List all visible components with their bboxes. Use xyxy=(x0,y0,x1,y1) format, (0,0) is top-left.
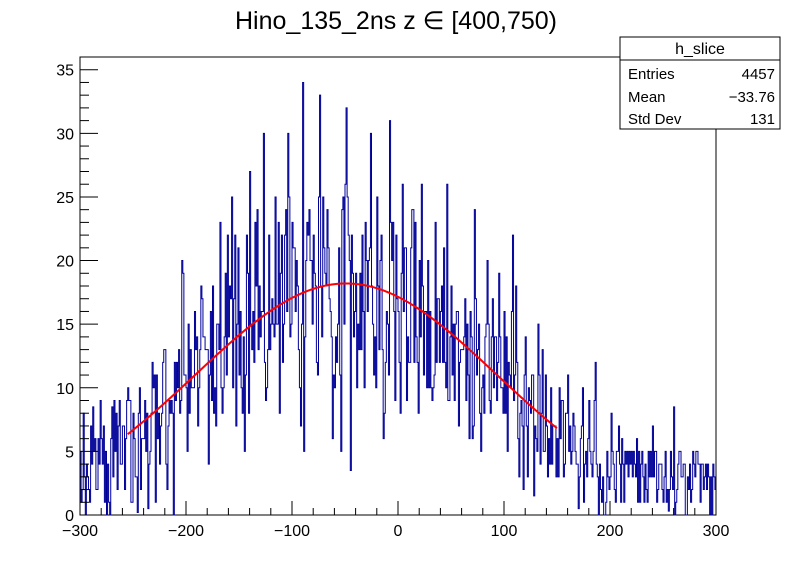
y-tick-label: 0 xyxy=(65,508,74,525)
stats-stddev-value: 131 xyxy=(750,111,775,128)
x-tick-label: −300 xyxy=(62,523,98,540)
fit-curve xyxy=(127,282,558,435)
stats-box-title: h_slice xyxy=(675,41,725,58)
x-tick-label: 200 xyxy=(597,523,624,540)
x-axis: −300 −200 −100 0 100 200 300 xyxy=(62,501,729,540)
chart-title: Hino_135_2ns z ∈ [400,750) xyxy=(235,7,557,35)
x-tick-label: 300 xyxy=(703,523,730,540)
x-tick-label: 100 xyxy=(491,523,518,540)
y-tick-label: 15 xyxy=(56,317,74,334)
y-tick-label: 10 xyxy=(56,381,74,398)
y-tick-label: 35 xyxy=(56,63,74,80)
stats-mean-label: Mean xyxy=(628,89,666,106)
stats-box-frame xyxy=(619,36,781,130)
y-tick-label: 5 xyxy=(65,444,74,461)
x-tick-label: −100 xyxy=(274,523,310,540)
histogram-line xyxy=(80,81,716,516)
y-tick-label: 30 xyxy=(56,126,74,143)
stats-entries-value: 4457 xyxy=(742,66,775,83)
x-tick-label: −200 xyxy=(168,523,204,540)
y-axis: 0 5 10 15 20 25 30 35 xyxy=(56,56,98,525)
x-tick-label: 0 xyxy=(394,523,403,540)
y-tick-label: 20 xyxy=(56,254,74,271)
stats-stddev-label: Std Dev xyxy=(628,111,682,128)
y-tick-label: 25 xyxy=(56,190,74,207)
stats-entries-label: Entries xyxy=(628,66,675,83)
stats-box: h_slice Entries 4457 Mean −33.76 Std Dev… xyxy=(619,36,781,130)
histogram-bars xyxy=(80,81,716,516)
gaussian-fit xyxy=(127,282,558,435)
stats-mean-value: −33.76 xyxy=(729,89,775,106)
